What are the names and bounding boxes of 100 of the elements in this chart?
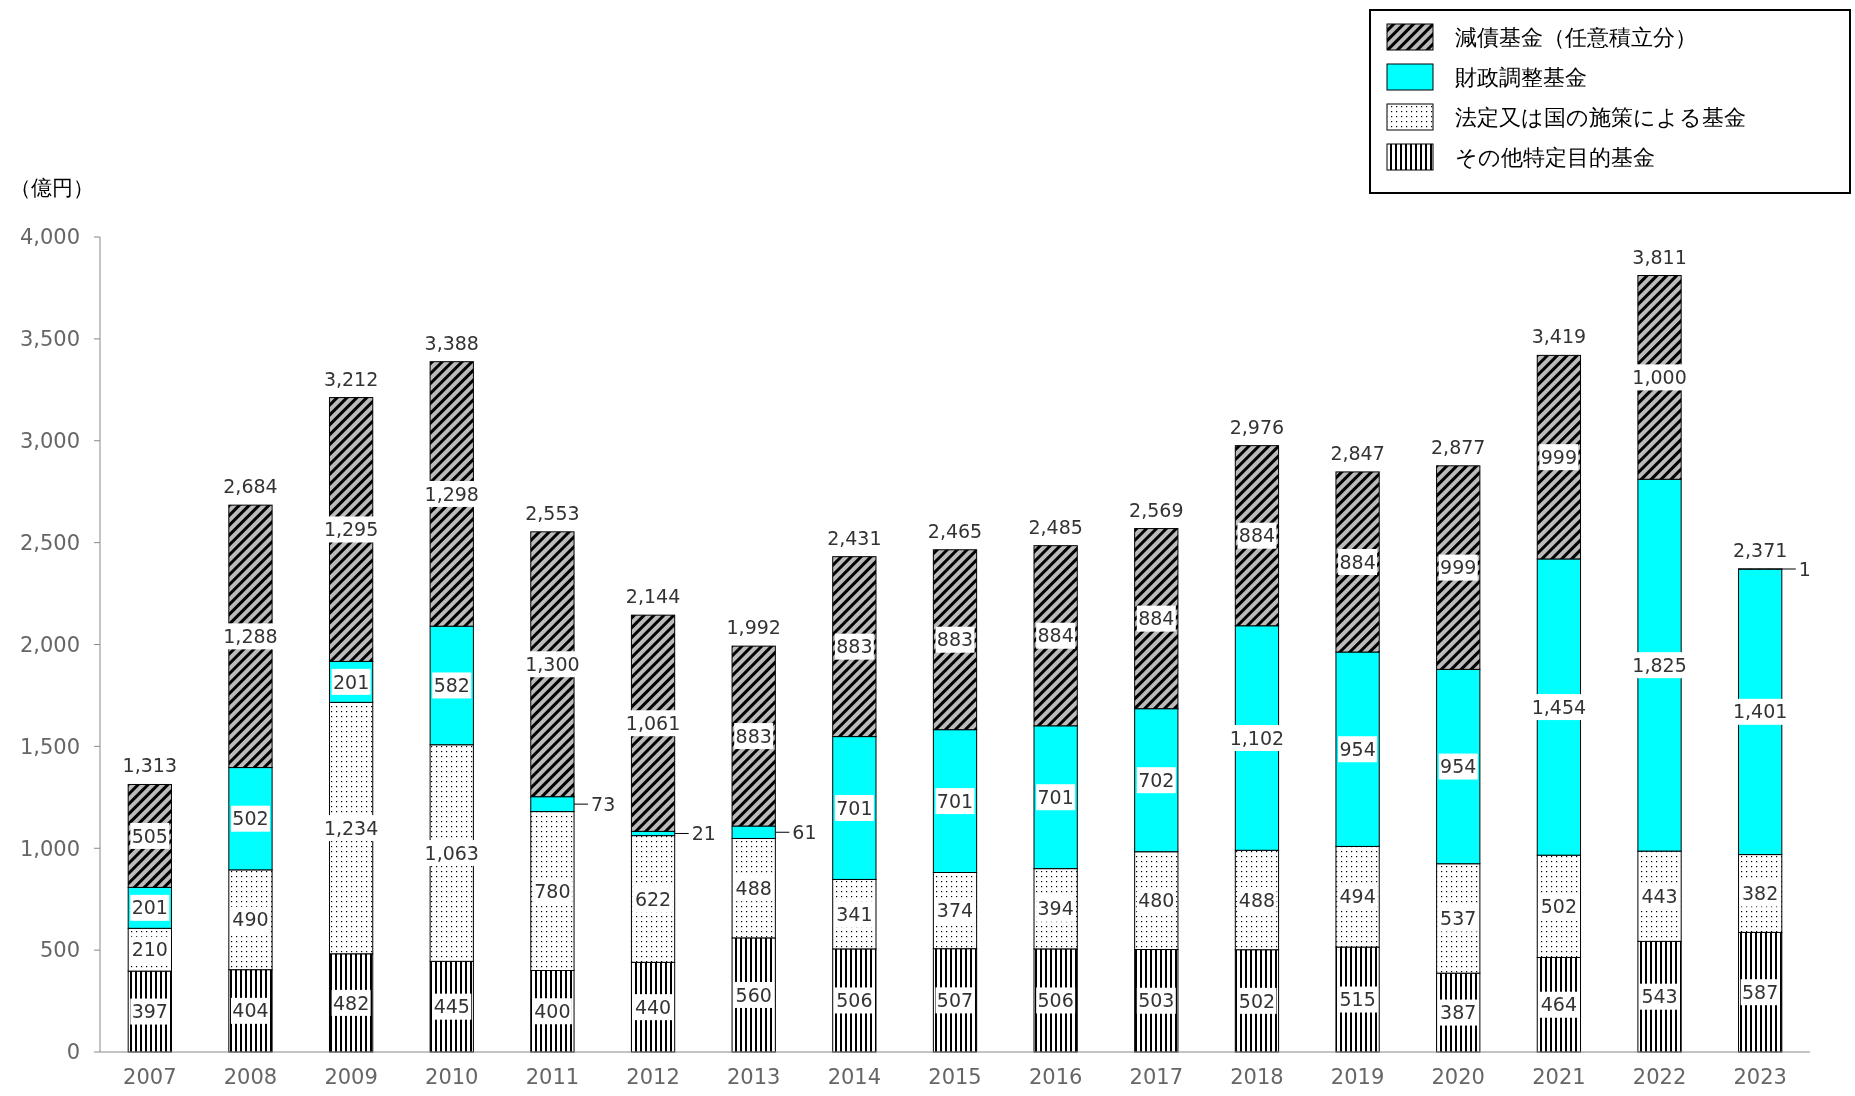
y-tick-label: 0 <box>66 1040 80 1065</box>
data-label: 488 <box>1238 888 1276 911</box>
data-label: 701 <box>936 789 974 812</box>
data-label: 884 <box>1238 524 1276 547</box>
y-tick-label: 1,000 <box>19 836 80 861</box>
x-tick-label: 2019 <box>1330 1065 1385 1089</box>
data-label: 400 <box>534 999 571 1022</box>
x-tick-label: 2011 <box>525 1065 580 1089</box>
x-tick-label: 2009 <box>324 1065 378 1089</box>
data-label: 506 <box>836 989 873 1012</box>
data-label: 482 <box>332 991 370 1014</box>
data-label: 1,298 <box>424 482 479 505</box>
data-label: 884 <box>1339 550 1376 573</box>
data-label: 884 <box>1138 607 1175 630</box>
total-label: 3,419 <box>1531 325 1587 348</box>
data-label: 1,061 <box>625 711 681 734</box>
x-tick-label: 2021 <box>1532 1065 1586 1089</box>
total-label: 3,212 <box>323 367 379 390</box>
data-label: 587 <box>1742 980 1779 1003</box>
data-label: 1,300 <box>525 652 580 675</box>
data-label: 201 <box>131 896 168 919</box>
legend-label: 財政調整基金 <box>1455 64 1587 90</box>
x-tick-label: 2022 <box>1632 1065 1687 1089</box>
total-label: 2,485 <box>1028 515 1083 538</box>
data-label: 374 <box>936 899 974 922</box>
data-label: 464 <box>1540 993 1578 1016</box>
data-label: 515 <box>1339 988 1376 1011</box>
x-tick-label: 2020 <box>1431 1065 1485 1089</box>
total-label: 2,569 <box>1129 498 1184 521</box>
data-label: 1,234 <box>323 816 379 839</box>
data-label: 1,401 <box>1732 700 1788 723</box>
data-label: 999 <box>1440 556 1477 579</box>
data-label: 954 <box>1339 737 1376 760</box>
data-label: 1,063 <box>424 841 479 864</box>
legend-label: 法定又は国の施策による基金 <box>1455 104 1746 130</box>
x-tick-label: 2008 <box>223 1065 278 1089</box>
data-label: 73 <box>591 792 616 815</box>
data-label: 1,454 <box>1531 695 1587 718</box>
data-label: 701 <box>836 796 873 819</box>
data-label: 443 <box>1641 884 1678 907</box>
y-tick-label: 4,000 <box>19 225 80 250</box>
data-label: 490 <box>232 908 269 931</box>
data-label: 397 <box>131 1000 168 1023</box>
x-tick-label: 2013 <box>726 1065 781 1089</box>
data-label: 61 <box>792 820 817 843</box>
x-tick-label: 2010 <box>425 1065 479 1089</box>
data-label: 1,295 <box>323 518 379 541</box>
data-label: 494 <box>1339 885 1376 908</box>
x-tick-label: 2015 <box>928 1065 982 1089</box>
data-label: 883 <box>836 635 873 658</box>
data-label: 505 <box>131 824 168 847</box>
x-tick-label: 2014 <box>827 1065 882 1089</box>
data-label: 622 <box>634 887 672 910</box>
total-label: 2,553 <box>525 501 580 524</box>
total-label: 1,992 <box>726 616 781 639</box>
data-label: 404 <box>232 999 269 1022</box>
data-label: 502 <box>232 807 269 830</box>
data-label: 1,102 <box>1229 726 1285 749</box>
data-label: 883 <box>936 628 974 651</box>
data-label: 394 <box>1037 897 1074 920</box>
data-label: 954 <box>1440 755 1477 778</box>
data-label: 780 <box>534 879 571 902</box>
data-label: 537 <box>1440 907 1477 930</box>
data-label: 387 <box>1440 1001 1477 1024</box>
x-tick-label: 2018 <box>1230 1065 1284 1089</box>
total-label: 2,847 <box>1330 441 1385 464</box>
data-label: 1,825 <box>1632 653 1687 676</box>
data-label: 440 <box>634 995 672 1018</box>
data-label: 1 <box>1798 557 1811 580</box>
total-label: 2,371 <box>1732 538 1788 561</box>
data-label: 1,288 <box>223 625 278 647</box>
legend-label: その他特定目的基金 <box>1455 144 1655 170</box>
data-label: 502 <box>1238 989 1276 1012</box>
y-tick-label: 2,500 <box>19 530 80 555</box>
x-tick-label: 2007 <box>123 1065 177 1089</box>
y-tick-label: 2,000 <box>19 632 80 657</box>
total-label: 3,388 <box>424 331 479 354</box>
x-tick-label: 2017 <box>1129 1065 1184 1089</box>
data-label: 999 <box>1540 445 1578 468</box>
data-label: 507 <box>936 989 974 1011</box>
total-label: 2,976 <box>1229 415 1285 438</box>
y-axis-title: （億円） <box>10 176 94 200</box>
data-label: 503 <box>1138 989 1175 1012</box>
data-label: 201 <box>332 670 370 693</box>
total-label: 2,431 <box>827 526 882 549</box>
data-label: 382 <box>1742 882 1779 905</box>
x-tick-label: 2012 <box>626 1065 680 1089</box>
data-label: 884 <box>1037 624 1074 647</box>
total-label: 2,877 <box>1431 435 1486 458</box>
data-label: 21 <box>691 822 716 845</box>
data-label: 341 <box>836 902 873 925</box>
y-tick-label: 1,500 <box>19 734 80 759</box>
data-label: 488 <box>735 876 772 899</box>
y-tick-label: 3,000 <box>19 429 80 454</box>
data-label: 480 <box>1138 889 1175 912</box>
data-label: 883 <box>735 724 772 747</box>
total-label: 1,313 <box>122 754 178 777</box>
y-tick-label: 3,500 <box>19 327 80 352</box>
total-label: 2,465 <box>927 519 983 542</box>
total-label: 2,684 <box>223 475 278 498</box>
